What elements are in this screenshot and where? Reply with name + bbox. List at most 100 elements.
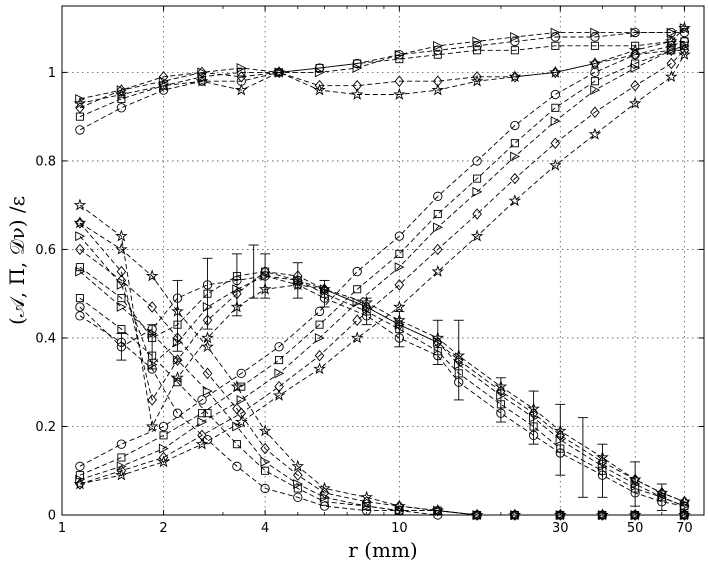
marker-circle xyxy=(116,103,127,113)
marker-triangle xyxy=(172,355,183,366)
marker-triangle xyxy=(590,85,601,96)
marker-star xyxy=(549,65,562,78)
marker-triangle xyxy=(197,417,208,427)
series-line xyxy=(79,40,685,467)
errorbar xyxy=(453,319,464,401)
marker-square xyxy=(395,249,404,258)
x-tick-label: 10 xyxy=(391,521,408,536)
marker-triangle xyxy=(274,368,285,379)
marker-diamond xyxy=(314,79,325,92)
marker-circle xyxy=(472,156,482,166)
y-tick-label: 0.2 xyxy=(35,420,56,435)
marker-diamond xyxy=(232,403,242,415)
marker-square xyxy=(117,294,126,303)
marker-diamond xyxy=(630,79,640,92)
marker-triangle xyxy=(510,32,521,42)
marker-star xyxy=(313,83,326,96)
marker-star xyxy=(549,158,562,171)
marker-triangle xyxy=(666,45,677,56)
marker-triangle xyxy=(202,386,213,396)
series-line xyxy=(79,266,685,507)
marker-square xyxy=(203,409,212,418)
marker-star xyxy=(115,229,128,242)
marker-diamond xyxy=(394,279,405,291)
marker-square xyxy=(353,285,362,294)
marker-diamond xyxy=(352,79,362,92)
marker-circle xyxy=(75,311,85,321)
marker-triangle xyxy=(472,36,483,47)
marker-triangle xyxy=(236,394,247,405)
marker-triangle xyxy=(116,461,127,472)
y-tick-label: 0 xyxy=(48,509,56,524)
marker-diamond xyxy=(394,75,405,87)
marker-diamond xyxy=(314,349,325,362)
marker-star xyxy=(431,83,445,96)
marker-square xyxy=(117,325,126,334)
marker-square xyxy=(433,50,442,59)
marker-triangle xyxy=(433,222,443,233)
marker-circle xyxy=(433,191,443,201)
series-line xyxy=(79,40,685,118)
series-line xyxy=(79,235,685,507)
series-transfer-square xyxy=(75,263,689,511)
series-line xyxy=(79,49,685,485)
marker-star xyxy=(258,424,272,437)
series-advection-star xyxy=(73,48,691,490)
marker-diamond xyxy=(147,301,157,313)
marker-star xyxy=(393,87,406,100)
marker-star xyxy=(588,56,602,69)
errorbar xyxy=(394,310,405,348)
marker-square xyxy=(315,320,324,329)
marker-square xyxy=(395,55,404,64)
errorbar xyxy=(260,253,271,299)
y-tick-labels: 0 0.2 0.4 0.6 0.8 1 xyxy=(35,66,56,524)
marker-star xyxy=(234,83,248,96)
errorbar xyxy=(577,417,588,498)
marker-diamond xyxy=(158,451,169,464)
marker-star xyxy=(350,331,364,344)
marker-square xyxy=(75,294,84,303)
marker-triangle xyxy=(314,67,325,78)
marker-square xyxy=(433,210,442,219)
marker-triangle xyxy=(394,49,405,60)
series-line xyxy=(79,27,685,104)
marker-circle xyxy=(236,368,246,379)
marker-circle xyxy=(75,302,85,312)
marker-diamond xyxy=(172,354,183,366)
marker-circle xyxy=(590,67,600,78)
series-sum-diamond xyxy=(75,44,690,114)
marker-star xyxy=(157,455,170,468)
marker-triangle xyxy=(352,297,363,308)
series-line xyxy=(79,222,685,516)
marker-star xyxy=(115,468,128,481)
marker-square xyxy=(197,409,207,418)
marker-triangle xyxy=(550,27,561,38)
marker-star xyxy=(234,415,248,428)
marker-triangle xyxy=(666,27,677,38)
marker-circle xyxy=(274,342,284,352)
marker-star xyxy=(115,87,128,100)
marker-star xyxy=(171,371,184,384)
errorbar xyxy=(597,443,608,498)
marker-diamond xyxy=(432,75,443,87)
marker-triangle xyxy=(158,443,169,454)
marker-square xyxy=(473,174,482,183)
marker-square xyxy=(551,103,560,112)
marker-square xyxy=(631,59,640,68)
marker-diamond xyxy=(116,265,127,278)
marker-diamond xyxy=(666,44,677,57)
marker-star xyxy=(665,34,678,47)
marker-square xyxy=(237,382,246,391)
marker-star xyxy=(508,508,522,521)
series-dissipation-diamond xyxy=(75,243,690,521)
errorbar xyxy=(495,377,506,423)
marker-circle xyxy=(314,306,325,317)
series-transfer-triangle-right xyxy=(75,231,690,512)
marker-star xyxy=(431,264,445,277)
plot-frame xyxy=(61,5,705,516)
marker-diamond xyxy=(679,44,690,57)
series-sum-square xyxy=(75,37,689,121)
marker-square xyxy=(275,356,284,365)
series-dissipation-square xyxy=(75,294,689,520)
